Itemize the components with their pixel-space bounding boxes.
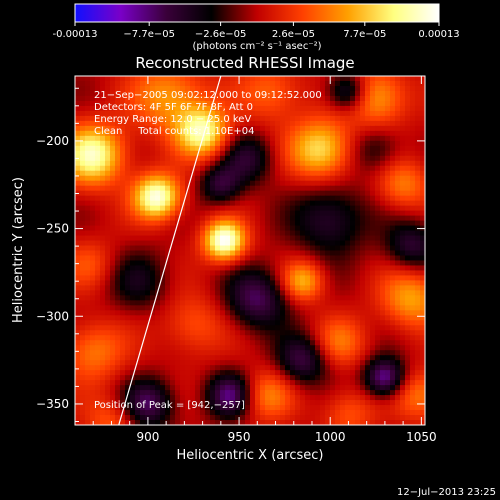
- y-tick-label: −300: [36, 309, 69, 323]
- y-axis-label: Heliocentric Y (arcsec): [11, 177, 26, 323]
- plot-frame: [74, 75, 426, 426]
- y-axis-ticks: −200 −250 −300 −350: [36, 87, 425, 422]
- colorbar: [74, 3, 440, 23]
- colorbar-tick-label: 0.00013: [418, 29, 459, 40]
- x-axis-ticks: 900 950 1000 1050: [92, 76, 437, 444]
- y-tick-label: −200: [36, 134, 69, 148]
- x-tick-label: 1000: [315, 430, 346, 444]
- colorbar-ticks: -0.00013 −7.7e−05 −2.6e−05 2.6e−05 7.7e−05 0.…: [53, 22, 460, 40]
- colorbar-tick-label: −2.6e−05: [195, 29, 247, 40]
- annotation-detectors: Detectors: 4F 5F 6F 7F 8F, Att 0: [94, 102, 253, 113]
- solar-limb-line: [118, 76, 222, 425]
- colorbar-tick-label: −7.7e−05: [123, 29, 175, 40]
- colorbar-unit-label: (photons cm⁻² s⁻¹ asec⁻²): [192, 41, 321, 52]
- annotation-counts: Clean Total counts: 1.10E+04: [94, 126, 254, 137]
- colorbar-tick-label: 7.7e−05: [343, 29, 386, 40]
- annotation-energy: Energy Range: 12.0 − 25.0 keV: [94, 114, 251, 125]
- chart-title: Reconstructed RHESSI Image: [135, 54, 354, 72]
- y-tick-label: −350: [36, 397, 69, 411]
- y-tick-label: −250: [36, 222, 69, 236]
- annotation-time: 21−Sep−2005 09:02:12.000 to 09:12:52.000: [94, 90, 322, 101]
- x-axis-label: Heliocentric X (arcsec): [177, 448, 324, 463]
- annotation-peak: Position of Peak = [942,−257]: [94, 400, 245, 411]
- colorbar-tick-label: 2.6e−05: [272, 29, 315, 40]
- colorbar-tick-label: -0.00013: [53, 29, 98, 40]
- x-tick-label: 1050: [406, 430, 437, 444]
- heatmap-image: [75, 76, 425, 425]
- footer-timestamp: 12−Jul−2013 23:25: [397, 487, 496, 498]
- x-tick-label: 950: [228, 430, 251, 444]
- x-tick-label: 900: [136, 430, 159, 444]
